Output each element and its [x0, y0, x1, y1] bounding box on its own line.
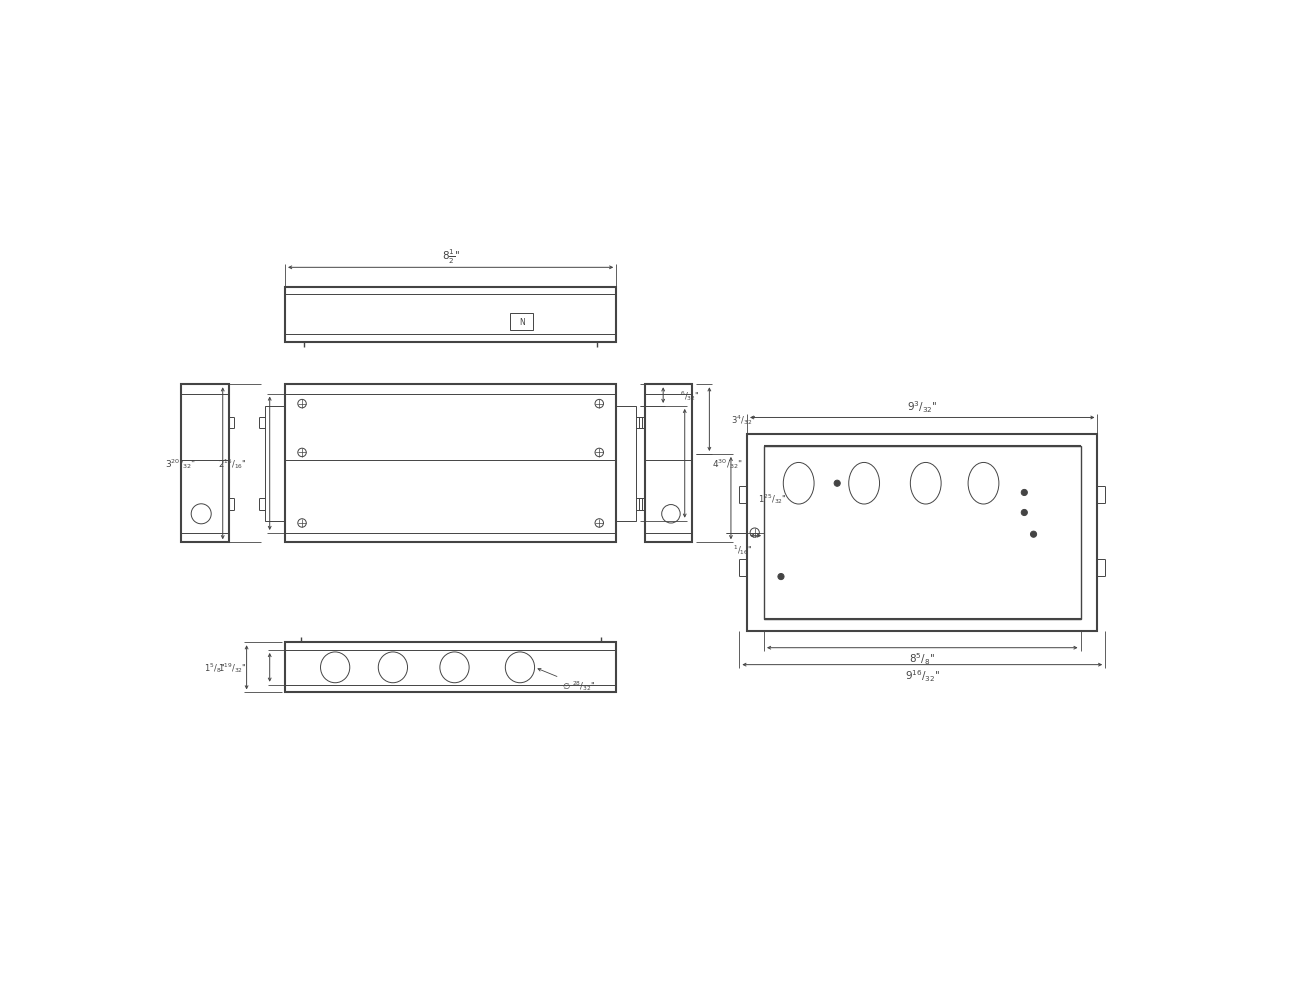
- Text: $1^{19}/_{32}$": $1^{19}/_{32}$": [218, 661, 247, 675]
- Text: $\varnothing$ $^{28}/_{32}$": $\varnothing$ $^{28}/_{32}$": [538, 669, 595, 693]
- Text: $8^5/_8$": $8^5/_8$": [909, 651, 935, 667]
- Bar: [285, 287, 616, 343]
- Circle shape: [1022, 489, 1027, 496]
- Text: $4^{30}/_{32}$": $4^{30}/_{32}$": [711, 457, 742, 470]
- Text: $3^{20}/_{32}$": $3^{20}/_{32}$": [165, 457, 196, 470]
- Bar: [285, 385, 616, 543]
- Text: $9^3/_{32}$": $9^3/_{32}$": [907, 399, 937, 415]
- Bar: [181, 385, 229, 543]
- Circle shape: [1031, 532, 1036, 538]
- Text: $8\frac{1}{2}$": $8\frac{1}{2}$": [442, 248, 460, 266]
- Bar: [285, 643, 616, 693]
- Text: $2^{15}/_{16}$": $2^{15}/_{16}$": [218, 457, 247, 470]
- Bar: [747, 435, 1097, 631]
- Bar: [764, 446, 1080, 619]
- Text: $9^{16}/_{32}$": $9^{16}/_{32}$": [905, 668, 940, 683]
- Bar: [265, 406, 285, 522]
- Text: $1^5/_8$": $1^5/_8$": [204, 661, 225, 675]
- Text: $^6/_{32}$": $^6/_{32}$": [680, 389, 699, 402]
- Text: N: N: [519, 318, 525, 327]
- Circle shape: [835, 480, 840, 486]
- Text: $3^4/_{32}$": $3^4/_{32}$": [731, 413, 755, 426]
- Text: $1^{25}/_{32}$": $1^{25}/_{32}$": [758, 491, 786, 506]
- Circle shape: [1022, 510, 1027, 517]
- Bar: [645, 385, 693, 543]
- Bar: [510, 314, 533, 330]
- Text: $^1/_{16}$": $^1/_{16}$": [733, 543, 753, 557]
- Circle shape: [777, 574, 784, 580]
- Bar: [616, 406, 636, 522]
